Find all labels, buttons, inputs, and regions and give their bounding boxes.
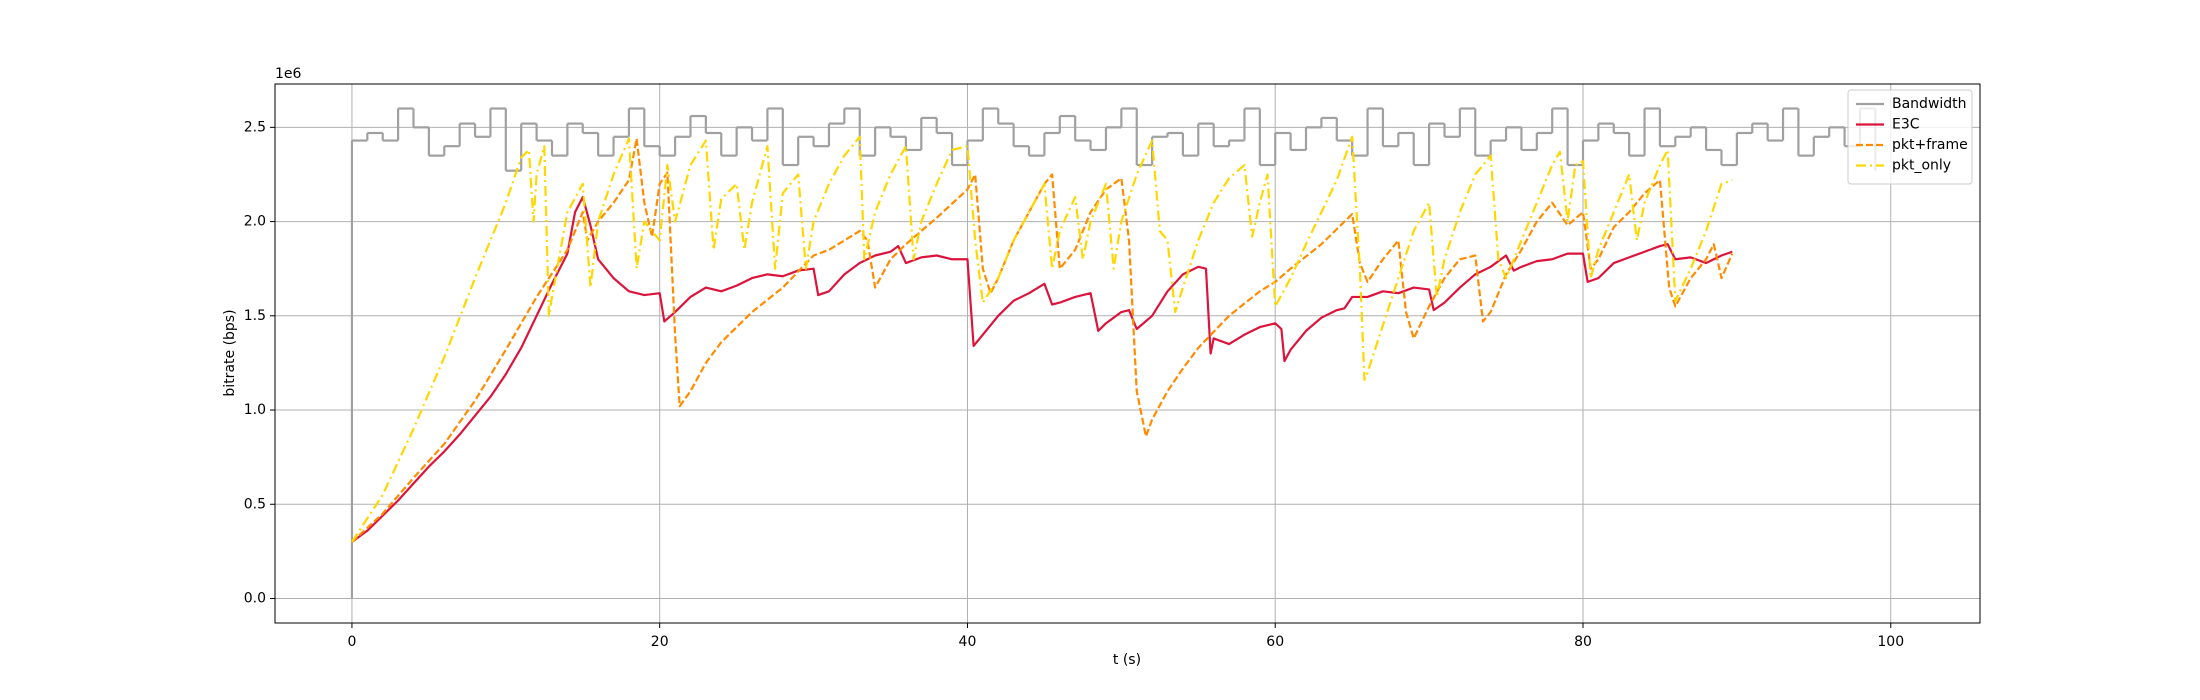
x-tick-label: 40	[959, 634, 977, 650]
y-tick-label: 0.0	[244, 591, 266, 607]
y-tick-label: 1.5	[244, 308, 266, 324]
x-tick-label: 0	[347, 634, 356, 650]
x-axis-label: t (s)	[1113, 652, 1141, 668]
step-risers	[350, 108, 1877, 599]
y-tick-label: 1.0	[244, 402, 266, 418]
x-tick-label: 80	[1574, 634, 1592, 650]
legend-label: pkt_only	[1892, 158, 1951, 174]
legend-label: E3C	[1892, 117, 1920, 133]
x-tick-label: 60	[1266, 634, 1284, 650]
axes-frame	[274, 83, 1981, 624]
series-line	[351, 137, 1734, 543]
y-tick-label: 2.5	[244, 119, 266, 135]
series-line	[351, 135, 1733, 543]
legend-label: pkt+frame	[1892, 137, 1968, 153]
legend-label: Bandwidth	[1892, 96, 1967, 112]
y-tick-label: 2.0	[244, 214, 266, 230]
legend-box	[1847, 89, 1973, 185]
x-tick-label: 20	[651, 634, 669, 650]
legend: Bandwidth E3C pkt+frame pkt_only	[1847, 89, 1973, 185]
y-offset-label: 1e6	[275, 66, 302, 82]
y-tick-label: 0.5	[244, 496, 266, 512]
plot-area	[350, 107, 1877, 599]
x-tick-label: 100	[1877, 634, 1904, 650]
series-line	[351, 195, 1733, 543]
y-axis-label: bitrate (bps)	[222, 309, 238, 396]
